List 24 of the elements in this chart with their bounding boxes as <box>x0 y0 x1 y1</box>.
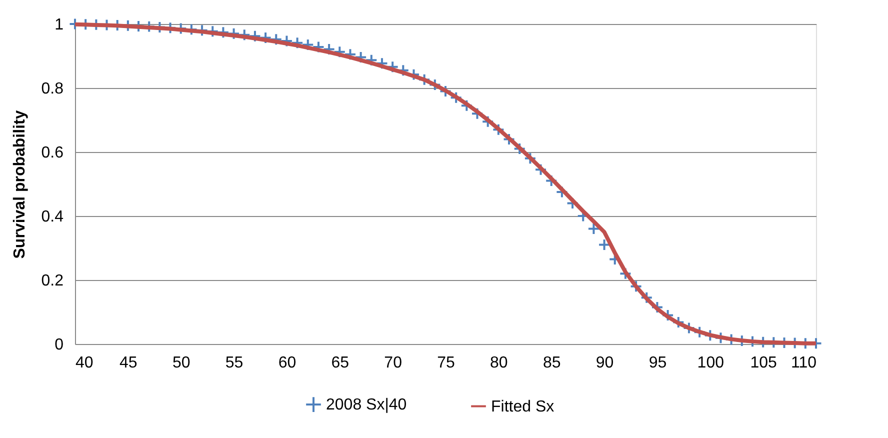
x-tick-label: 80 <box>490 354 508 372</box>
y-tick-label: 0.4 <box>41 208 64 226</box>
y-axis-title: Survival probability <box>11 110 28 259</box>
x-tick-label: 110 <box>790 354 817 372</box>
x-tick-label: 55 <box>225 354 244 372</box>
x-tick-label: 85 <box>542 354 561 372</box>
y-tick-label: 1 <box>54 16 64 34</box>
x-tick-label: 105 <box>750 354 778 372</box>
y-tick-label: 0 <box>54 336 64 354</box>
x-tick-label: 50 <box>172 354 190 372</box>
legend-label: Fitted Sx <box>491 398 554 416</box>
y-tick-label: 0.6 <box>41 144 64 162</box>
x-tick-label: 75 <box>437 354 455 372</box>
x-tick-label: 60 <box>278 354 296 372</box>
x-tick-label: 100 <box>697 354 724 372</box>
x-tick-label: 70 <box>384 354 402 372</box>
x-tick-label: 90 <box>596 354 614 372</box>
x-tick-label: 65 <box>331 354 350 372</box>
y-tick-label: 0.2 <box>41 272 64 290</box>
x-tick-label: 40 <box>76 354 94 372</box>
legend-label: 2008 Sx|40 <box>326 396 407 414</box>
y-tick-label: 0.8 <box>41 80 64 98</box>
x-tick-label: 45 <box>120 354 138 372</box>
x-tick-label: 95 <box>648 354 667 372</box>
